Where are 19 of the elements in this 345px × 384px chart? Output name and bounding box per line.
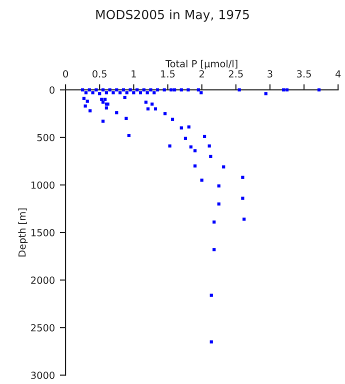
x-tick-label: 3.5 xyxy=(297,70,311,78)
x-tick-label: 3 xyxy=(268,70,272,78)
x-tick-label: 4 xyxy=(335,70,341,78)
x-tick-label: 1.5 xyxy=(161,70,175,78)
y-tick-label: 1500 xyxy=(31,228,54,236)
x-tick-label: 2.5 xyxy=(228,70,243,78)
chart-title: MODS2005 in May, 1975 xyxy=(96,10,249,22)
x-tick-label: 0.5 xyxy=(92,70,106,78)
y-axis-title: Depth [m] xyxy=(18,208,28,256)
y-tick-label: 0 xyxy=(50,86,54,94)
y-tick-label: 500 xyxy=(37,134,54,142)
x-tick-label: 1 xyxy=(132,70,136,78)
x-tick-label: 2 xyxy=(199,70,204,78)
x-axis-title: Total P [µmol/l] xyxy=(165,60,238,70)
y-tick-label: 1000 xyxy=(31,181,54,189)
y-tick-label: 2000 xyxy=(31,276,54,284)
y-tick-label: 2500 xyxy=(31,324,54,332)
y-tick-label: 3000 xyxy=(31,372,54,379)
x-tick-label: 0 xyxy=(63,70,68,78)
